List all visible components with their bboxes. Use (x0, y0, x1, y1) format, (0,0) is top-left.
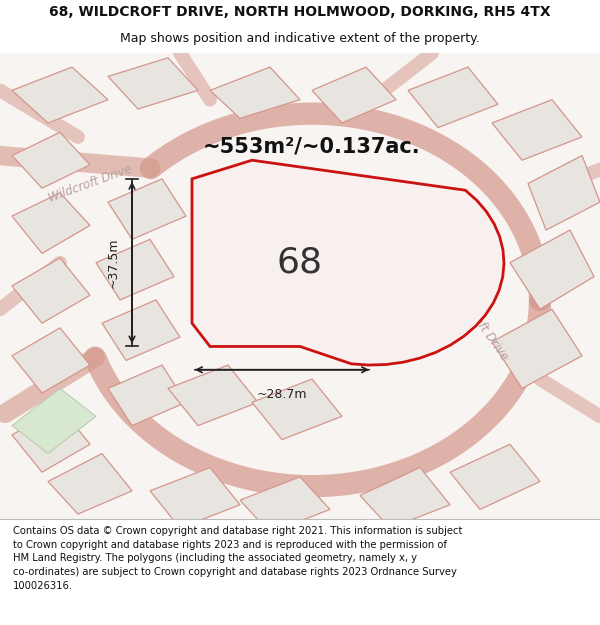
Polygon shape (12, 67, 108, 123)
Polygon shape (492, 309, 582, 388)
Text: 68, WILDCROFT DRIVE, NORTH HOLMWOOD, DORKING, RH5 4TX: 68, WILDCROFT DRIVE, NORTH HOLMWOOD, DOR… (49, 4, 551, 19)
Polygon shape (12, 388, 96, 454)
Polygon shape (168, 365, 258, 426)
Polygon shape (12, 192, 90, 253)
Text: ~28.7m: ~28.7m (257, 388, 307, 401)
Text: Wildcroft Drive: Wildcroft Drive (46, 162, 134, 204)
Polygon shape (108, 58, 198, 109)
Text: Contains OS data © Crown copyright and database right 2021. This information is : Contains OS data © Crown copyright and d… (13, 526, 463, 591)
Text: 68: 68 (277, 246, 323, 279)
Polygon shape (408, 67, 498, 128)
Polygon shape (150, 468, 240, 528)
Text: Wildcroft Drive: Wildcroft Drive (449, 283, 511, 363)
Polygon shape (12, 407, 90, 472)
Polygon shape (360, 468, 450, 528)
Polygon shape (102, 300, 180, 361)
Polygon shape (12, 132, 90, 188)
Polygon shape (252, 379, 342, 439)
Polygon shape (240, 477, 330, 532)
Text: ~553m²/~0.137ac.: ~553m²/~0.137ac. (203, 136, 421, 156)
Polygon shape (528, 156, 600, 230)
Polygon shape (96, 239, 174, 300)
Polygon shape (108, 365, 186, 426)
Polygon shape (48, 454, 132, 514)
Polygon shape (108, 179, 186, 239)
Polygon shape (192, 160, 504, 365)
Polygon shape (12, 328, 90, 393)
Polygon shape (312, 67, 396, 123)
Polygon shape (450, 444, 540, 509)
Polygon shape (492, 99, 582, 160)
Polygon shape (12, 258, 90, 323)
Polygon shape (210, 67, 300, 118)
Text: ~37.5m: ~37.5m (107, 238, 120, 288)
Text: Wildcroft Drive: Wildcroft Drive (271, 174, 353, 230)
Polygon shape (510, 230, 594, 309)
Text: Map shows position and indicative extent of the property.: Map shows position and indicative extent… (120, 32, 480, 45)
